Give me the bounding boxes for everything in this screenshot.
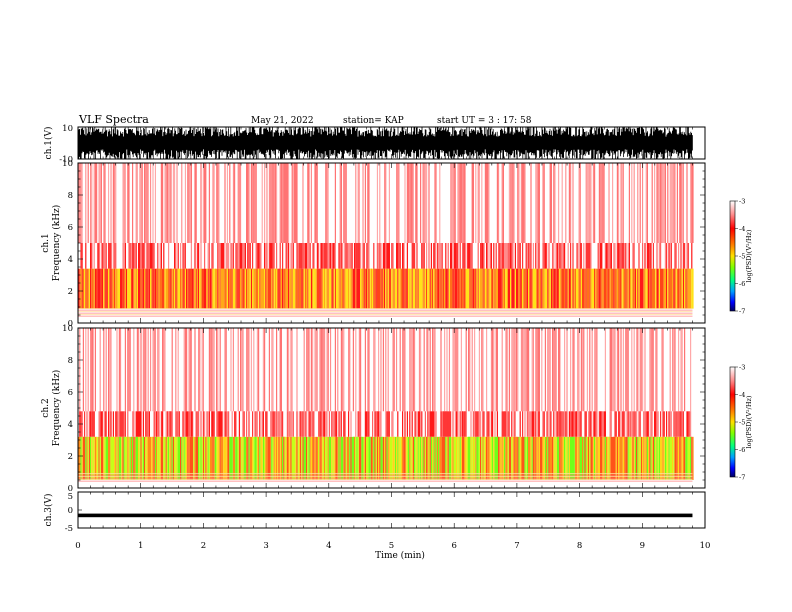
ch1-ytick-bottom: -10 bbox=[59, 155, 73, 165]
frequency-tick-label: 2 bbox=[68, 287, 73, 297]
ch3-waveform-band bbox=[78, 513, 693, 518]
start-time-label: start UT = 3 : 17: 58 bbox=[437, 116, 532, 126]
spectrogram-band-2 bbox=[82, 163, 691, 243]
time-axis-label: Time (min) bbox=[375, 550, 425, 561]
frequency-tick-label: 6 bbox=[68, 388, 73, 398]
spectrogram-band-1 bbox=[93, 243, 688, 269]
ch1-waveform-ylabel: ch.1(V) bbox=[43, 127, 54, 160]
ch1-spectrogram-ylabel-line1: ch.1 bbox=[41, 233, 51, 252]
ch1-colorbar: -3 -4 -5 -6 -7 log(PSD)(V²/Hz) bbox=[729, 198, 753, 316]
ch2-spectrogram-ylabel-line1: ch.2 bbox=[41, 398, 51, 417]
time-tick-label: 7 bbox=[514, 541, 519, 551]
spectrogram-band-2 bbox=[81, 163, 692, 243]
frequency-tick-label: 0 bbox=[68, 484, 73, 494]
time-tick-label: 6 bbox=[451, 541, 456, 551]
time-tick-label: 9 bbox=[640, 541, 645, 551]
colorbar-tick-label: -4 bbox=[739, 225, 745, 233]
ch2-frequency-tick-labels: 0 2 4 6 8 10 bbox=[62, 324, 73, 494]
spectrogram-band-0 bbox=[82, 436, 693, 480]
station-label: station= KAP bbox=[343, 116, 404, 126]
ch2-spectrogram-ylabel-line2: Frequency (kHz) bbox=[51, 370, 62, 447]
frequency-tick-label: 0 bbox=[68, 319, 73, 329]
ch1-frequency-tick-labels: 0 2 4 6 8 10 bbox=[62, 159, 73, 329]
frequency-tick-label: 6 bbox=[68, 223, 73, 233]
frequency-tick-label: 2 bbox=[68, 452, 73, 462]
frequency-tick-label: 4 bbox=[68, 420, 73, 430]
time-tick-label: 2 bbox=[201, 541, 206, 551]
ch3-ytick-mid: 0 bbox=[68, 506, 73, 516]
frequency-tick-label: 8 bbox=[68, 356, 73, 366]
ch1-waveform-trace bbox=[78, 127, 693, 159]
ch3-ytick-top: 5 bbox=[68, 492, 73, 502]
colorbar-tick-label: -6 bbox=[739, 446, 745, 454]
time-tick-labels: 0 1 2 3 4 5 6 7 8 9 10 bbox=[75, 541, 710, 551]
colorbar-tick-label: -7 bbox=[739, 308, 745, 316]
ch1-colorbar-ticks: -3 -4 -5 -6 -7 bbox=[735, 198, 745, 316]
ch3-waveform-ylabel: ch.3(V) bbox=[43, 494, 54, 527]
frequency-tick-label: 8 bbox=[68, 191, 73, 201]
spectrogram-band-0 bbox=[80, 268, 692, 309]
ch1-waveform-panel: 10 -10 ch.1(V) bbox=[43, 124, 706, 165]
ch2-spectrogram-panel: 0 2 4 6 8 10 ch.2 Frequency (kHz) bbox=[41, 324, 706, 494]
spectrogram-band-1 bbox=[80, 411, 684, 437]
date-label: May 21, 2022 bbox=[251, 116, 314, 126]
time-tick-label: 5 bbox=[389, 541, 394, 551]
ch3-waveform-ticks bbox=[77, 491, 706, 529]
spectrogram-band-1 bbox=[85, 243, 693, 269]
ch2-colorbar-label: log(PSD)(V²/Hz) bbox=[745, 395, 753, 448]
colorbar-tick-label: -7 bbox=[739, 474, 745, 482]
spectrogram-band-1 bbox=[98, 411, 692, 437]
spectrogram-band-2 bbox=[85, 328, 692, 412]
spectrogram-band-2 bbox=[82, 328, 686, 412]
ch2-colorbar: -3 -4 -5 -6 -7 log(PSD)(V²/Hz) bbox=[729, 364, 753, 482]
spectrogram-band-2 bbox=[80, 328, 694, 412]
figure-title: VLF Spectra bbox=[78, 113, 149, 126]
colorbar-tick-label: -5 bbox=[739, 419, 745, 427]
spectrogram-band-2 bbox=[87, 163, 694, 243]
spectrogram-band-0 bbox=[82, 268, 688, 309]
spectrogram-band-0 bbox=[84, 268, 694, 309]
frequency-tick-label: 4 bbox=[68, 255, 73, 265]
ch1-waveform-ticks bbox=[77, 127, 706, 159]
colorbar-tick-label: -6 bbox=[739, 280, 745, 288]
ch1-ytick-top: 10 bbox=[62, 124, 73, 134]
time-tick-label: 1 bbox=[138, 541, 143, 551]
time-tick-label: 10 bbox=[700, 541, 711, 551]
ch1-colorbar-label: log(PSD)(V²/Hz) bbox=[745, 229, 753, 282]
ch1-spectrogram-ylabel-line2: Frequency (kHz) bbox=[51, 205, 62, 282]
spectrogram-band-2 bbox=[79, 328, 674, 412]
ch3-waveform-frame bbox=[77, 491, 706, 529]
time-tick-label: 3 bbox=[263, 541, 268, 551]
ch1-spectrogram-image bbox=[78, 163, 694, 317]
spectrogram-band-1 bbox=[79, 411, 689, 437]
ch2-spectrogram-image bbox=[78, 328, 694, 482]
spectrogram-band-0 bbox=[87, 436, 691, 480]
time-tick-label: 0 bbox=[75, 541, 80, 551]
frequency-tick-label: 10 bbox=[62, 159, 73, 169]
ch1-spectrogram-ticks bbox=[77, 162, 706, 324]
colorbar-tick-label: -3 bbox=[739, 198, 745, 206]
colorbar-tick-label: -4 bbox=[739, 391, 745, 399]
ch3-waveform-panel: 5 0 -5 ch.3(V) 0 1 2 3 4 5 6 7 8 9 10 Time (min) bbox=[43, 491, 710, 561]
colorbar-tick-label: -3 bbox=[739, 364, 745, 372]
ch2-colorbar-ticks: -3 -4 -5 -6 -7 bbox=[735, 364, 745, 482]
colorbar-tick-label: -5 bbox=[739, 253, 745, 261]
ch3-ytick-bottom: -5 bbox=[65, 524, 73, 534]
ch2-spectrogram-ticks bbox=[77, 327, 706, 489]
frequency-tick-label: 10 bbox=[62, 324, 73, 334]
ch1-spectrogram-panel: 0 2 4 6 8 10 ch.1 Frequency (kHz) bbox=[41, 159, 706, 329]
time-tick-label: 4 bbox=[326, 541, 331, 551]
ch1-waveform-line bbox=[78, 127, 693, 159]
spectrogram-band-2 bbox=[78, 163, 684, 243]
spectrogram-band-0 bbox=[79, 268, 687, 309]
ch3-waveform-trace bbox=[78, 513, 693, 518]
time-tick-label: 8 bbox=[577, 541, 582, 551]
